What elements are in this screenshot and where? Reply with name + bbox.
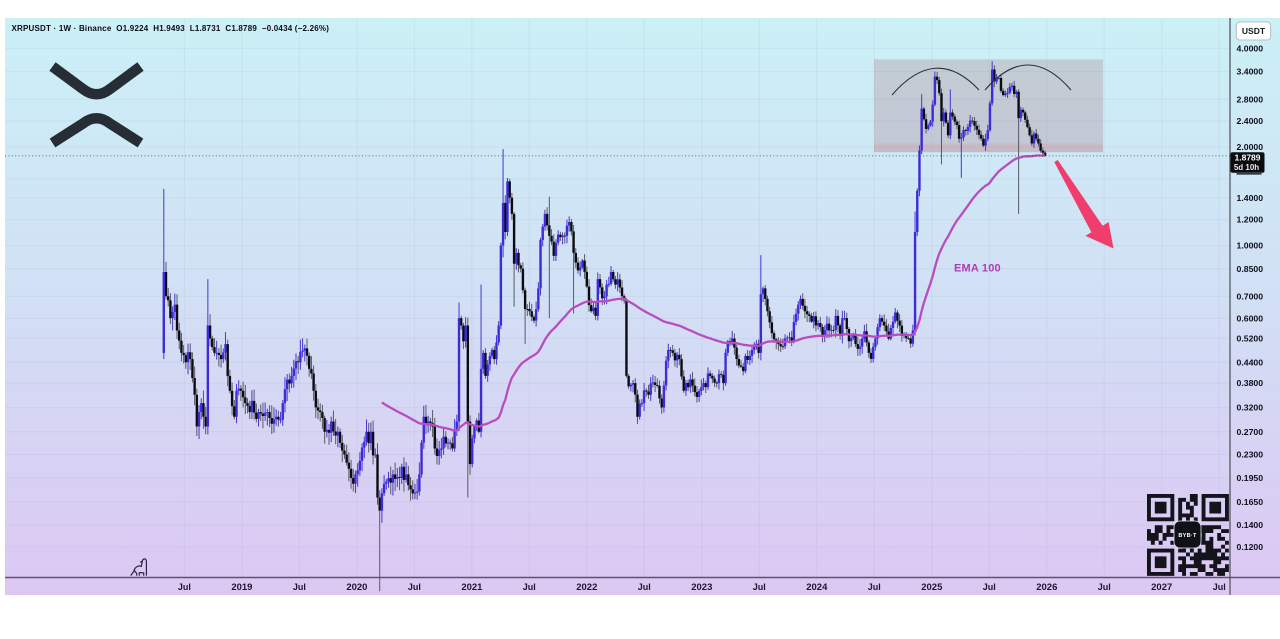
svg-text:2021: 2021: [461, 582, 483, 593]
svg-text:0.8500: 0.8500: [1237, 264, 1264, 274]
svg-text:0.2700: 0.2700: [1237, 427, 1264, 437]
svg-text:2023: 2023: [691, 582, 712, 593]
svg-text:0.3800: 0.3800: [1237, 378, 1264, 388]
svg-text:4.0000: 4.0000: [1237, 44, 1264, 54]
svg-text:Jul: Jul: [1098, 582, 1111, 592]
svg-text:2020: 2020: [346, 582, 367, 593]
svg-text:5d 10h: 5d 10h: [1234, 163, 1259, 172]
svg-text:3.4000: 3.4000: [1237, 67, 1264, 77]
svg-text:0.1400: 0.1400: [1237, 520, 1264, 530]
svg-text:2022: 2022: [576, 582, 597, 593]
svg-text:Jul: Jul: [178, 582, 191, 592]
svg-text:2.4000: 2.4000: [1237, 116, 1264, 126]
svg-text:Jul: Jul: [293, 582, 306, 592]
svg-text:0.2300: 0.2300: [1237, 450, 1264, 460]
svg-text:USDT: USDT: [1242, 26, 1266, 36]
svg-text:0.5200: 0.5200: [1237, 334, 1264, 344]
svg-text:0.3200: 0.3200: [1237, 403, 1264, 413]
svg-text:Jul: Jul: [983, 582, 996, 592]
svg-text:Jul: Jul: [408, 582, 421, 592]
svg-text:0.6000: 0.6000: [1237, 313, 1264, 323]
svg-text:BYB·T: BYB·T: [1178, 533, 1197, 539]
svg-text:2025: 2025: [921, 582, 943, 593]
svg-text:1.2000: 1.2000: [1237, 215, 1264, 225]
svg-text:2027: 2027: [1151, 582, 1172, 593]
svg-text:XRPUSDT · 1W · Binance O1.922: XRPUSDT · 1W · Binance O1.9224 H1.9493 L…: [12, 24, 330, 33]
svg-text:0.7000: 0.7000: [1237, 291, 1264, 301]
svg-text:2.8000: 2.8000: [1237, 94, 1264, 104]
svg-text:0.1200: 0.1200: [1237, 542, 1264, 552]
svg-text:1.4000: 1.4000: [1237, 193, 1264, 203]
svg-text:2024: 2024: [806, 582, 828, 593]
svg-text:1.0000: 1.0000: [1237, 241, 1264, 251]
svg-text:2026: 2026: [1036, 582, 1057, 593]
svg-text:0.1950: 0.1950: [1237, 473, 1264, 483]
svg-text:Jul: Jul: [638, 582, 651, 592]
svg-text:Jul: Jul: [753, 582, 766, 592]
svg-text:2019: 2019: [231, 582, 252, 593]
svg-text:Jul: Jul: [523, 582, 536, 592]
svg-text:1.8789: 1.8789: [1235, 153, 1261, 163]
svg-text:0.4400: 0.4400: [1237, 357, 1264, 367]
svg-text:2.0000: 2.0000: [1237, 142, 1264, 152]
svg-text:Jul: Jul: [868, 582, 881, 592]
svg-text:EMA 100: EMA 100: [954, 263, 1001, 275]
svg-text:Jul: Jul: [1213, 582, 1226, 592]
svg-text:0.1650: 0.1650: [1237, 497, 1264, 507]
